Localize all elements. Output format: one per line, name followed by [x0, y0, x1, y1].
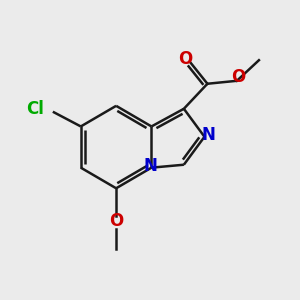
- Text: O: O: [231, 68, 245, 86]
- Text: O: O: [178, 50, 193, 68]
- Text: Cl: Cl: [26, 100, 44, 118]
- Text: O: O: [109, 212, 123, 230]
- Text: N: N: [201, 126, 215, 144]
- Text: N: N: [143, 157, 157, 175]
